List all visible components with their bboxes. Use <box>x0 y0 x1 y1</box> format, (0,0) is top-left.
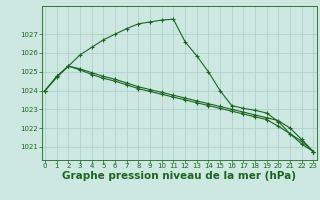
X-axis label: Graphe pression niveau de la mer (hPa): Graphe pression niveau de la mer (hPa) <box>62 171 296 181</box>
